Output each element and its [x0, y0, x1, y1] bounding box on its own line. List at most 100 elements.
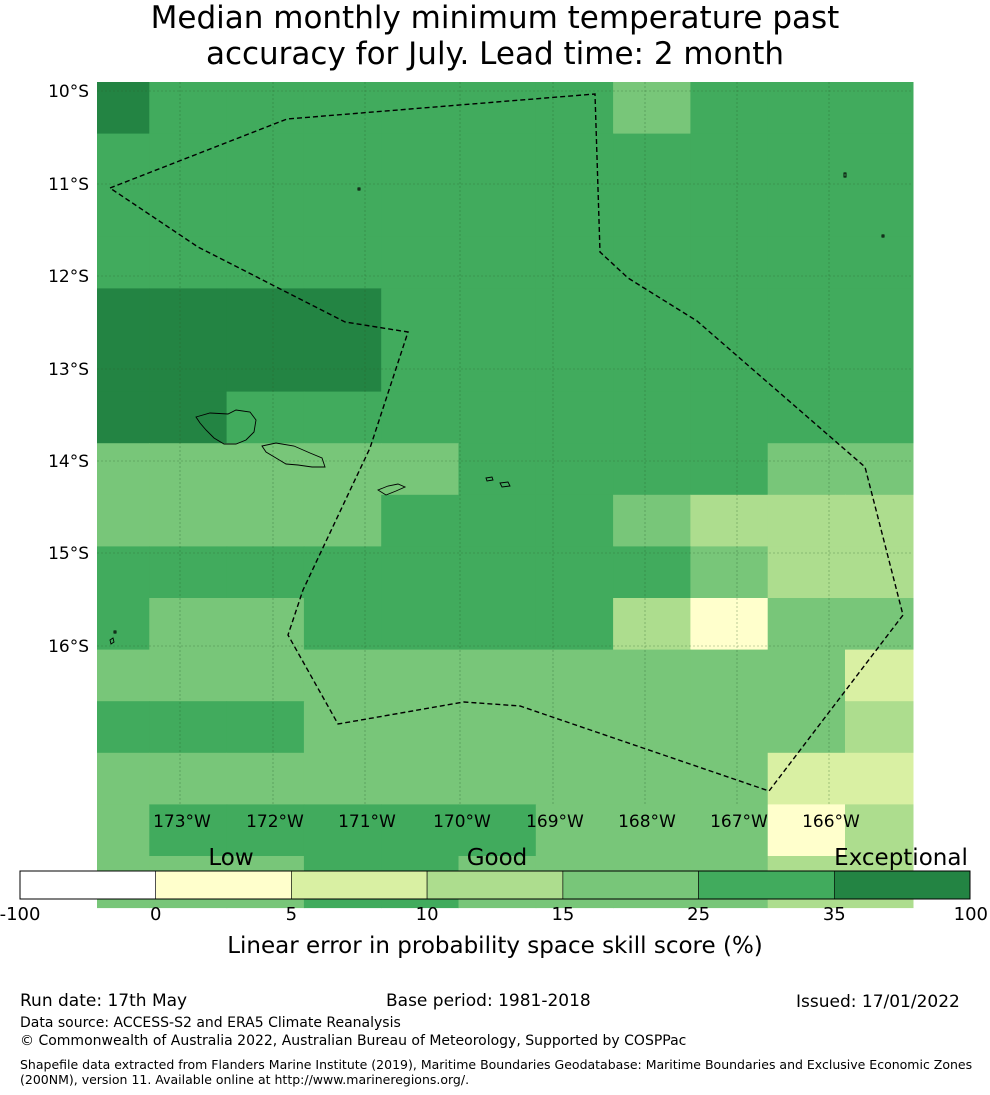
grid-cell: [845, 649, 914, 702]
grid-cell: [613, 546, 691, 599]
grid-cell: [690, 649, 769, 702]
grid-cell: [535, 804, 614, 857]
latitude-label: 11°S: [48, 175, 89, 195]
grid-cell: [535, 185, 614, 238]
grid-cell: [690, 340, 769, 393]
longitude-label: 166°W: [802, 812, 860, 832]
grid-cell: [149, 391, 228, 444]
grid-cell: [613, 443, 691, 496]
grid-cell: [97, 804, 150, 857]
grid-cell: [226, 649, 305, 702]
grid-cell: [226, 804, 305, 857]
grid-cell: [845, 82, 914, 135]
grid-cell: [767, 133, 846, 186]
grid-cell: [690, 752, 769, 805]
latitude-label: 15°S: [48, 544, 89, 564]
grid-cell: [535, 133, 614, 186]
grid-cell: [149, 494, 228, 547]
island-wallis-2: [113, 630, 117, 634]
grid-cell: [767, 546, 846, 599]
grid-cell: [381, 391, 459, 444]
grid-cell: [149, 340, 228, 393]
grid-cell: [303, 340, 382, 393]
grid-cell: [767, 443, 846, 496]
island-tutuila: [377, 483, 407, 496]
grid-cell: [381, 649, 459, 702]
grid-cell: [226, 185, 305, 238]
grid-cell: [149, 288, 228, 341]
grid-cell: [535, 649, 614, 702]
copyright: © Commonwealth of Australia 2022, Austra…: [20, 1033, 687, 1049]
grid-cell: [535, 236, 614, 289]
grid-cell: [845, 546, 914, 599]
grid-cell: [613, 236, 691, 289]
grid-cell: [535, 340, 614, 393]
grid-cell: [613, 185, 691, 238]
colorbar-segment: [698, 870, 835, 900]
grid-cell: [381, 804, 459, 857]
grid-cell: [458, 185, 537, 238]
colorbar-label: Linear error in probability space skill …: [227, 933, 763, 959]
shapefile-credit-line2: (200NM), version 11. Available online at…: [20, 1072, 470, 1087]
grid-cell: [458, 443, 537, 496]
grid-cell: [458, 133, 537, 186]
island-east-islet: [881, 234, 885, 238]
grid-cell: [97, 494, 150, 547]
grid-cell: [303, 391, 382, 444]
latitude-label: 10°S: [48, 82, 89, 102]
grid-cell: [458, 598, 537, 651]
grid-cell: [845, 443, 914, 496]
colorbar-tick-label: 10: [416, 904, 439, 925]
grid-cell: [97, 649, 150, 702]
colorbar: [19, 870, 971, 900]
grid-cell: [613, 494, 691, 547]
grid-cell: [458, 340, 537, 393]
grid-cell: [303, 133, 382, 186]
grid-cell: [97, 340, 150, 393]
grid-cell: [535, 546, 614, 599]
grid-cell: [303, 649, 382, 702]
colorbar-outline: [19, 870, 971, 900]
grid-cell: [458, 236, 537, 289]
grid-cell: [613, 701, 691, 754]
grid-cell: [97, 546, 150, 599]
islands: [109, 172, 885, 645]
grid-cell: [226, 391, 305, 444]
grid-cell: [613, 82, 691, 135]
grid-cell: [149, 133, 228, 186]
colorbar-ticks: -100 0 5 10 15 25 35 100: [0, 904, 988, 925]
grid-cell: [226, 236, 305, 289]
colorbar-tick-label: 25: [687, 904, 710, 925]
colorbar-segment: [562, 870, 699, 900]
grid-cell: [149, 804, 228, 857]
grid-cell: [845, 494, 914, 547]
grid-cell: [613, 133, 691, 186]
grid-cell: [845, 701, 914, 754]
grid-cell: [97, 236, 150, 289]
grid-cell: [226, 82, 305, 135]
grid-cell: [690, 701, 769, 754]
grid-cell: [845, 391, 914, 444]
grid-cell: [97, 185, 150, 238]
eez-boundary-north: [108, 93, 904, 792]
grid-cell: [458, 82, 537, 135]
longitude-labels: 173°W 172°W 171°W 170°W 169°W 168°W 167°W 166°W: [153, 812, 860, 832]
grid-cell: [226, 546, 305, 599]
grid-cell: [845, 236, 914, 289]
latitude-labels: 10°S 11°S 12°S 13°S 14°S 15°S 16°S: [48, 82, 89, 657]
grid-cell: [767, 701, 846, 754]
colorbar-segment: [155, 870, 292, 900]
grid-cell: [690, 598, 769, 651]
longitude-label: 169°W: [526, 812, 584, 832]
grid-cell: [226, 701, 305, 754]
grid-cell: [690, 391, 769, 444]
grid-cell: [97, 443, 150, 496]
grid-cell: [845, 340, 914, 393]
longitude-label: 173°W: [153, 812, 211, 832]
grid-cell: [149, 546, 228, 599]
grid-cell: [767, 236, 846, 289]
grid-cell: [535, 288, 614, 341]
grid-cell: [303, 82, 382, 135]
grid-cell: [767, 391, 846, 444]
grid-cell: [226, 494, 305, 547]
